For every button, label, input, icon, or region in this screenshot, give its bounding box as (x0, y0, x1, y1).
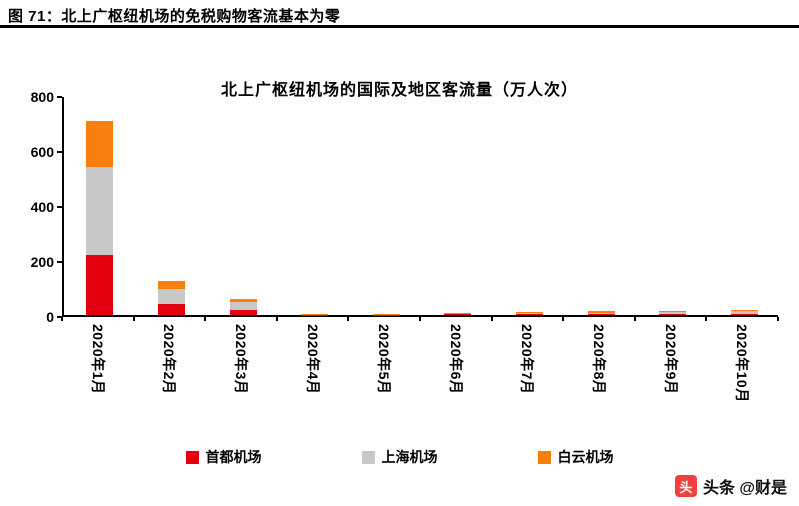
plot-area (62, 97, 778, 317)
x-axis-label: 2020年2月 (161, 324, 178, 395)
bar-segment (444, 314, 472, 315)
bar-segment (301, 314, 329, 315)
bar-segment (444, 313, 472, 315)
bar-segment (730, 313, 758, 315)
x-axis-label: 2020年10月 (734, 324, 751, 403)
x-axis-tick (490, 317, 493, 321)
bar-segment (730, 311, 758, 314)
legend: 首都机场 上海机场 白云机场 (0, 447, 799, 467)
x-axis-tick (61, 317, 63, 321)
x-axis-tick (419, 317, 421, 321)
y-axis-tick-label: 200 (30, 254, 54, 270)
x-axis-tick (562, 317, 565, 321)
x-axis-label: 2020年9月 (662, 324, 679, 395)
x-axis-tick (275, 317, 278, 321)
legend-swatch (537, 450, 551, 464)
x-axis-label: 2020年1月 (89, 324, 106, 395)
x-axis-label: 2020年4月 (304, 324, 321, 395)
legend-label: 上海机场 (381, 449, 438, 465)
legend-swatch (185, 450, 199, 464)
legend-swatch (361, 450, 375, 464)
bar-segment (730, 309, 758, 312)
bar-segment (515, 314, 543, 315)
y-axis-tick (57, 206, 62, 208)
bar-segment (157, 281, 185, 289)
y-axis-tick-label: 800 (30, 89, 54, 105)
y-axis-tick (57, 96, 62, 98)
header-rule (0, 25, 799, 28)
x-axis-tick (132, 317, 135, 321)
x-axis-tick (347, 317, 350, 321)
bar-segment (157, 288, 185, 304)
x-axis-label: 2020年3月 (233, 324, 249, 395)
bar-segment (587, 312, 615, 315)
bar-segment (659, 310, 687, 313)
bar-segment (86, 121, 114, 167)
figure-caption: 图 71：北上广枢纽机场的免税购物客流基本为零 (8, 8, 341, 25)
bar-segment (587, 314, 615, 315)
legend-item: 白云机场 (537, 447, 614, 467)
x-axis-label: 2020年5月 (376, 324, 393, 395)
y-axis-tick-label: 400 (30, 199, 54, 215)
legend-label: 首都机场 (205, 449, 262, 465)
chart-title: 北上广枢纽机场的国际及地区客流量（万人次） (220, 82, 578, 99)
bar-segment (229, 310, 257, 315)
bar-segment (659, 312, 687, 315)
bar-segment (229, 299, 257, 303)
y-axis-tick-label: 600 (30, 144, 54, 160)
x-axis-tick (204, 317, 207, 321)
bar-segment (659, 314, 687, 315)
bar-segment (86, 254, 114, 315)
x-axis-tick (633, 317, 636, 321)
legend-item: 首都机场 (185, 447, 262, 467)
y-axis-tick (57, 151, 62, 153)
bar-segment (229, 302, 257, 311)
y-axis-tick (57, 316, 62, 318)
bar-segment (157, 304, 185, 315)
bar-segment (587, 311, 615, 313)
bar-segment (372, 313, 400, 315)
x-axis-label: 2020年7月 (519, 324, 536, 395)
x-axis-label: 2020年8月 (591, 324, 607, 395)
y-axis-tick (57, 261, 62, 263)
watermark-text: 头条 @财是 (702, 480, 787, 497)
bar-segment (515, 313, 543, 315)
legend-item: 上海机场 (361, 447, 438, 467)
y-axis-tick-label: 0 (46, 309, 54, 325)
bar-segment (444, 312, 472, 314)
toutiao-icon: 头 (674, 475, 697, 497)
x-axis-tick (777, 317, 779, 321)
x-axis-tick (705, 317, 708, 321)
x-axis-label: 2020年6月 (447, 324, 464, 395)
bar-segment (86, 166, 114, 255)
bar-segment (515, 311, 543, 314)
legend-label: 白云机场 (557, 449, 614, 465)
watermark: 头 头条 @财是 (674, 474, 787, 498)
